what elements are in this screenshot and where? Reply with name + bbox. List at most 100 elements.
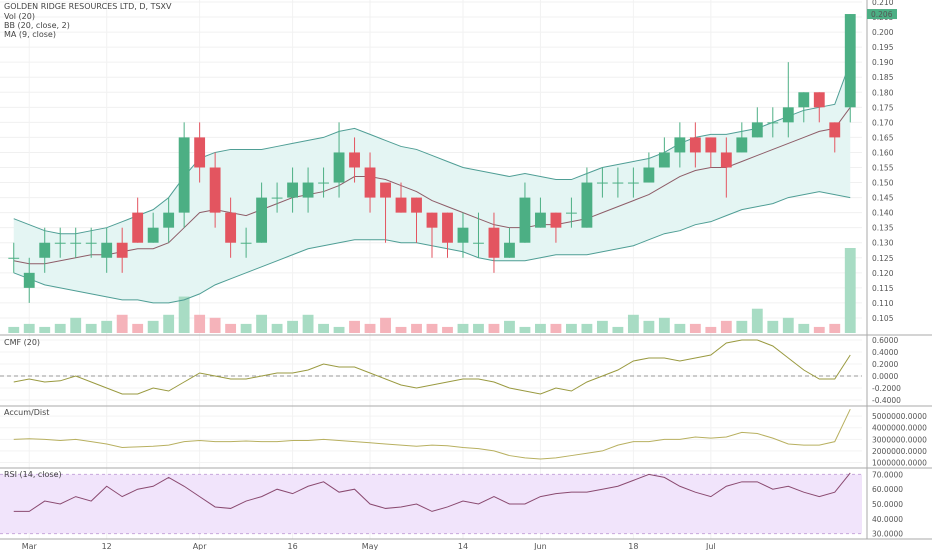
time-tick-label: Jun [533, 542, 547, 550]
volume-bar [565, 323, 577, 333]
rsi-band [0, 474, 862, 534]
price-pane[interactable] [8, 14, 856, 333]
price-tick-label: 0.160 [872, 148, 894, 157]
volume-bar [380, 317, 391, 333]
volume-bar [54, 323, 66, 333]
candle-body [147, 227, 159, 243]
accum-dist-pane[interactable] [13, 408, 851, 460]
volume-bar [8, 326, 20, 333]
indicator-tick-label: 2000000.0000 [872, 447, 927, 456]
volume-bar [581, 323, 593, 333]
indicator-tick-label: -0.4000 [872, 396, 901, 405]
candle-body [535, 212, 546, 228]
candle-body [132, 212, 144, 243]
price-tick-label: 0.180 [872, 88, 894, 97]
price-tick-label: 0.120 [872, 269, 894, 278]
time-tick-label: Apr [193, 542, 208, 550]
candle-body [658, 152, 670, 168]
indicator-tick-label: 0.4000 [872, 348, 898, 357]
candle-body [163, 212, 175, 228]
price-tick-label: 0.110 [872, 299, 894, 308]
candle-body [178, 137, 190, 213]
volume-bar [720, 320, 732, 333]
time-axis[interactable]: Mar 12 Apr 16 May 14 Jun 18 Jul [22, 542, 716, 550]
volume-bar [39, 326, 51, 333]
price-tick-label: 0.135 [872, 224, 894, 233]
indicator-tick-label: 0.6000 [872, 336, 898, 345]
candle-body [209, 167, 221, 213]
volume-bar [674, 323, 686, 333]
volume-bar [209, 317, 221, 333]
volume-bar [85, 323, 97, 333]
volume-bar [132, 323, 144, 333]
volume-bar [333, 326, 345, 333]
last-price-marker: 0.206 [867, 9, 897, 20]
candle-body [271, 197, 283, 199]
volume-bar [612, 326, 624, 333]
indicator-tick-label: 40.0000 [872, 515, 903, 524]
rsi-pane[interactable] [0, 472, 862, 535]
volume-bar [178, 296, 190, 333]
volume-bar [535, 323, 546, 333]
candle-body [287, 182, 299, 198]
price-tick-label: 0.185 [872, 73, 894, 82]
candle-body [54, 242, 66, 244]
accum-dist-title: Accum/Dist [4, 408, 49, 417]
volume-bar [23, 323, 35, 333]
rsi-title: RSI (14, close) [4, 470, 62, 479]
candle-body [85, 242, 97, 244]
candle-body [302, 182, 314, 198]
cmf-pane[interactable] [0, 339, 862, 395]
candle-body [674, 137, 686, 153]
candle-body [504, 242, 515, 258]
candle-body [364, 167, 376, 198]
bollinger-upper-line [13, 62, 851, 235]
price-tick-label: 0.145 [872, 194, 894, 203]
candle-body [70, 242, 82, 244]
volume-bar [225, 323, 237, 333]
price-tick-label: 0.140 [872, 209, 894, 218]
time-tick-label: 18 [628, 542, 638, 550]
indicator-line [13, 472, 851, 512]
volume-bar [442, 326, 453, 333]
time-tick-label: 12 [102, 542, 112, 550]
price-tick-label: 0.130 [872, 239, 894, 248]
price-tick-label: 0.125 [872, 254, 894, 263]
indicator-tick-label: 0.2000 [872, 360, 898, 369]
price-axis[interactable]: 0.105 0.110 0.115 0.120 0.125 0.130 0.135 0.140… [872, 0, 927, 539]
indicator-line [13, 408, 851, 460]
volume-bar [426, 323, 438, 333]
price-tick-label: 0.195 [872, 43, 894, 52]
legend-bollinger: BB (20, close, 2) [4, 21, 70, 30]
candle-body [782, 107, 794, 123]
indicator-tick-label: 0.0000 [872, 372, 898, 381]
volume-bar [349, 320, 360, 333]
legend-moving-average: MA (9, close) [4, 30, 56, 39]
price-tick-label: 0.150 [872, 179, 894, 188]
candle-body [612, 182, 624, 184]
price-tick-label: 0.190 [872, 58, 894, 67]
indicator-tick-label: 50.0000 [872, 500, 903, 509]
candle-body [705, 137, 717, 153]
volume-bar [194, 314, 206, 333]
volume-bar [256, 314, 268, 333]
candle-body [240, 242, 252, 244]
candle-body [426, 212, 438, 228]
indicator-tick-label: 70.0000 [872, 470, 903, 479]
volume-bar [596, 320, 608, 333]
price-tick-label: 0.155 [872, 164, 894, 173]
time-tick-label: May [362, 542, 379, 550]
candle-body [519, 197, 531, 243]
candle-body [194, 137, 206, 168]
cmf-title: CMF (20) [4, 338, 40, 347]
price-tick-label: 0.210 [872, 0, 894, 7]
candle-body [798, 92, 810, 108]
volume-bar [504, 320, 515, 333]
candle-body [39, 242, 51, 258]
volume-bar [70, 317, 82, 333]
volume-bar [271, 323, 283, 333]
volume-bar [147, 320, 159, 333]
indicator-tick-label: 4000000.0000 [872, 424, 927, 433]
candle-body [736, 137, 748, 153]
